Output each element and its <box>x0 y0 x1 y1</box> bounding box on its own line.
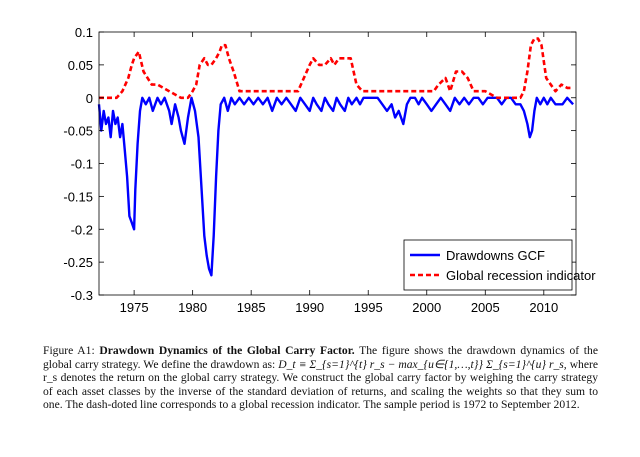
series-drawdowns-line <box>97 96 574 277</box>
x-axis: 1975 1980 1985 1990 1995 2000 2005 2010 <box>120 32 558 315</box>
series-recession-line <box>99 37 574 100</box>
legend-label-recession: Global recession indicator <box>446 268 596 283</box>
y-tick-label: -0.05 <box>63 124 93 139</box>
caption-formula: D_t ≡ Σ_{s=1}^{t} r_s − max_{u∈{1,…,t}} … <box>278 357 567 371</box>
y-tick-label: 0.1 <box>75 25 93 40</box>
y-tick-label: 0 <box>86 91 93 106</box>
y-tick-label: 0.05 <box>68 58 93 73</box>
caption-label: Figure A1: <box>43 344 95 357</box>
y-tick-label: -0.25 <box>63 255 93 270</box>
y-tick-label: -0.3 <box>71 288 93 303</box>
y-tick-label: -0.15 <box>63 189 93 204</box>
figure-caption: Figure A1: Drawdown Dynamics of the Glob… <box>43 344 598 412</box>
legend-box <box>403 239 573 291</box>
x-tick-label: 1985 <box>237 300 266 315</box>
y-tick-label: -0.2 <box>71 222 93 237</box>
caption-text-1: The figure shows the drawdown dynamics o… <box>43 344 598 371</box>
x-tick-label: 2000 <box>412 300 441 315</box>
caption-title: Drawdown Dynamics of the Global Carry Fa… <box>99 344 355 357</box>
x-tick-label: 2005 <box>471 300 500 315</box>
x-tick-label: 1995 <box>354 300 383 315</box>
x-tick-label: 1975 <box>120 300 149 315</box>
caption-text-2: where r_s denotes the return on the glob… <box>43 357 599 412</box>
y-tick-label: -0.1 <box>71 157 93 172</box>
legend-label-drawdowns: Drawdowns GCF <box>446 248 545 263</box>
y-axis: 0.1 0.05 0 -0.05 -0.1 -0.15 -0.2 -0.25 -0.3 <box>63 25 576 303</box>
x-tick-label: 2010 <box>529 300 558 315</box>
legend: Drawdowns GCF Global recession indicator <box>403 239 596 291</box>
drawdown-chart: 0.1 0.05 0 -0.05 -0.1 -0.15 -0.2 -0.25 -0.3 1975… <box>63 25 596 315</box>
plot-area <box>97 37 574 277</box>
x-tick-label: 1990 <box>295 300 324 315</box>
x-tick-label: 1980 <box>178 300 207 315</box>
